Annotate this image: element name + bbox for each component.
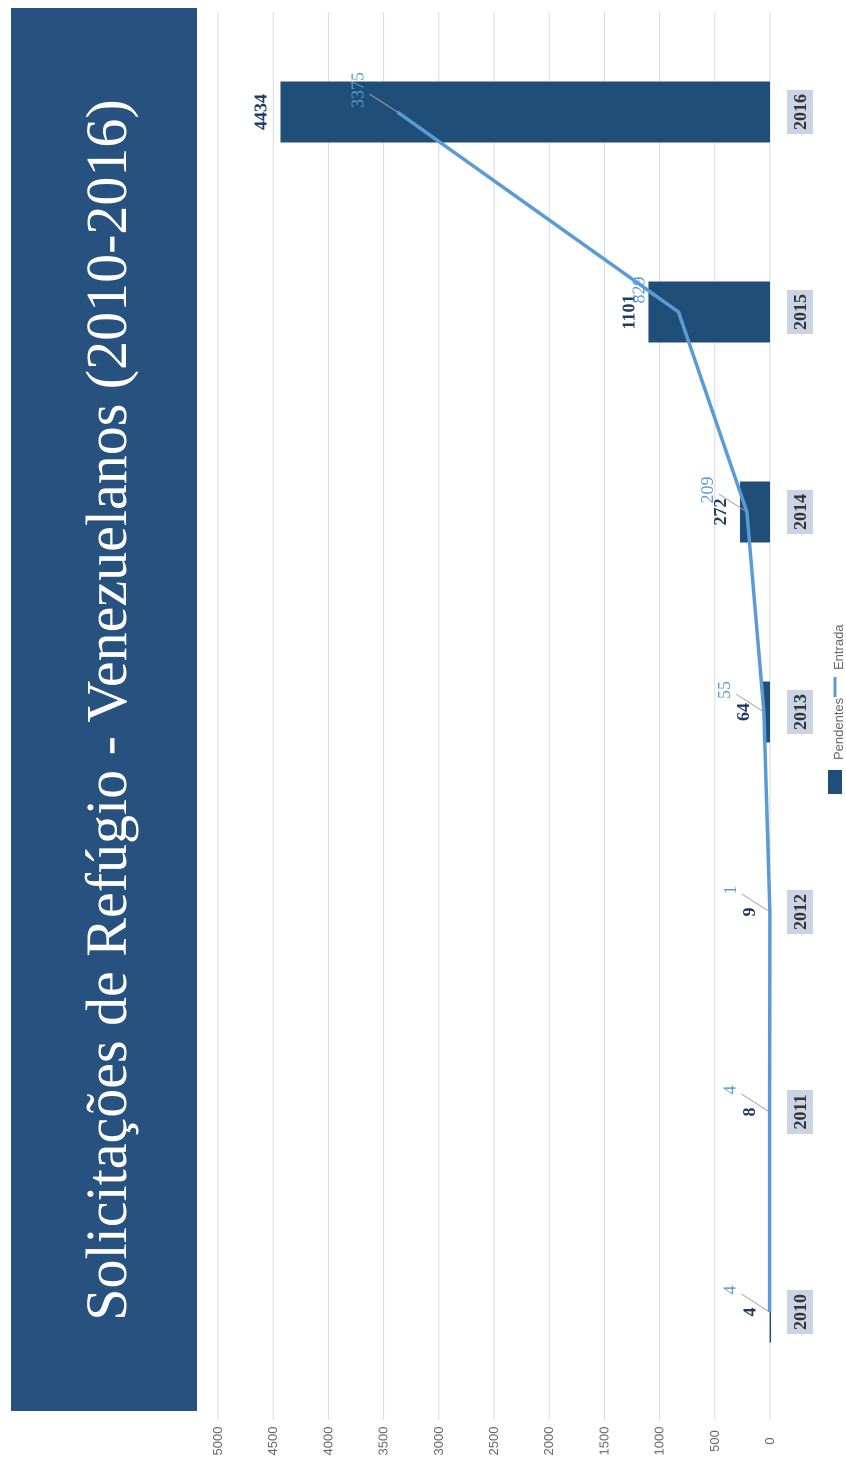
y-tick-label: 4500 [265,1427,280,1456]
bar-value-label: 4 [740,1308,760,1317]
y-tick-label: 4000 [320,1427,335,1456]
y-tick-label: 1000 [652,1427,667,1456]
bar-value-label: 9 [739,908,759,917]
bar-2014 [739,481,770,543]
category-label: 2010 [790,1294,810,1330]
bar-value-labels: 4 8 9 64 272 1101 4434 [250,94,759,1317]
label-leader-lines [369,93,771,1313]
leader-line [741,893,771,913]
category-label: 2011 [790,1094,810,1129]
y-tick-label: 3000 [431,1427,446,1456]
bar-value-label: 1101 [618,294,638,329]
legend-swatch-pendentes [828,770,842,794]
line-value-label: 4 [720,1086,740,1095]
y-axis-ticks: 0 500 1000 1500 2000 2500 3000 3500 4000 4500 5000 [210,1427,777,1456]
y-tick-label: 2000 [541,1427,556,1456]
category-labels: 2010 2011 2012 2013 2014 2015 2016 [787,90,813,1334]
chart-title: Solicitações de Refúgio - Venezuelanos (… [74,99,139,1320]
legend-label-pendentes: Pendentes [831,697,846,760]
category-label-box [787,890,813,934]
category-label-box [787,290,813,334]
legend: Pendentes Entrada [828,624,846,794]
leader-line [718,493,748,513]
y-tick-label: 2500 [486,1427,501,1456]
category-label: 2012 [790,894,810,930]
line-value-label: 55 [714,681,734,699]
bar-value-label: 8 [739,1108,759,1117]
bar-value-label: 272 [710,499,730,526]
bar-value-label: 64 [733,703,753,721]
bar-value-label: 4434 [250,94,270,130]
line-series-entrada [396,110,772,1312]
category-label-box [787,90,813,134]
bar-series-pendentes [280,81,772,1343]
legend-label-entrada: Entrada [831,624,846,670]
title-banner [11,8,197,1411]
leader-line [741,1093,770,1113]
category-label: 2014 [790,494,810,530]
line-value-label: 209 [697,477,717,504]
gridlines [217,12,771,1420]
category-label-box [787,490,813,534]
y-tick-label: 1500 [596,1427,611,1456]
bar-2015 [648,281,770,343]
y-tick-label: 5000 [210,1427,225,1456]
category-label: 2015 [790,294,810,330]
category-label-box [787,1090,813,1134]
bar-2013 [762,681,770,743]
leader-line [369,93,398,113]
category-label: 2016 [790,94,810,130]
line-value-label: 4 [720,1286,740,1295]
category-label-box [787,1290,813,1334]
category-label-box [787,690,813,734]
line-value-label: 3375 [347,72,367,108]
line-value-label: 829 [628,277,648,304]
line-value-label: 1 [720,886,740,895]
leader-line [735,693,765,713]
line-value-labels: 4 4 1 55 209 829 3375 [347,72,739,1295]
bar-2016 [280,81,770,143]
leader-line [741,1293,770,1313]
y-tick-label: 500 [707,1430,722,1452]
category-label: 2013 [790,694,810,730]
y-tick-label: 3500 [376,1427,391,1456]
y-tick-label: 0 [762,1437,777,1444]
